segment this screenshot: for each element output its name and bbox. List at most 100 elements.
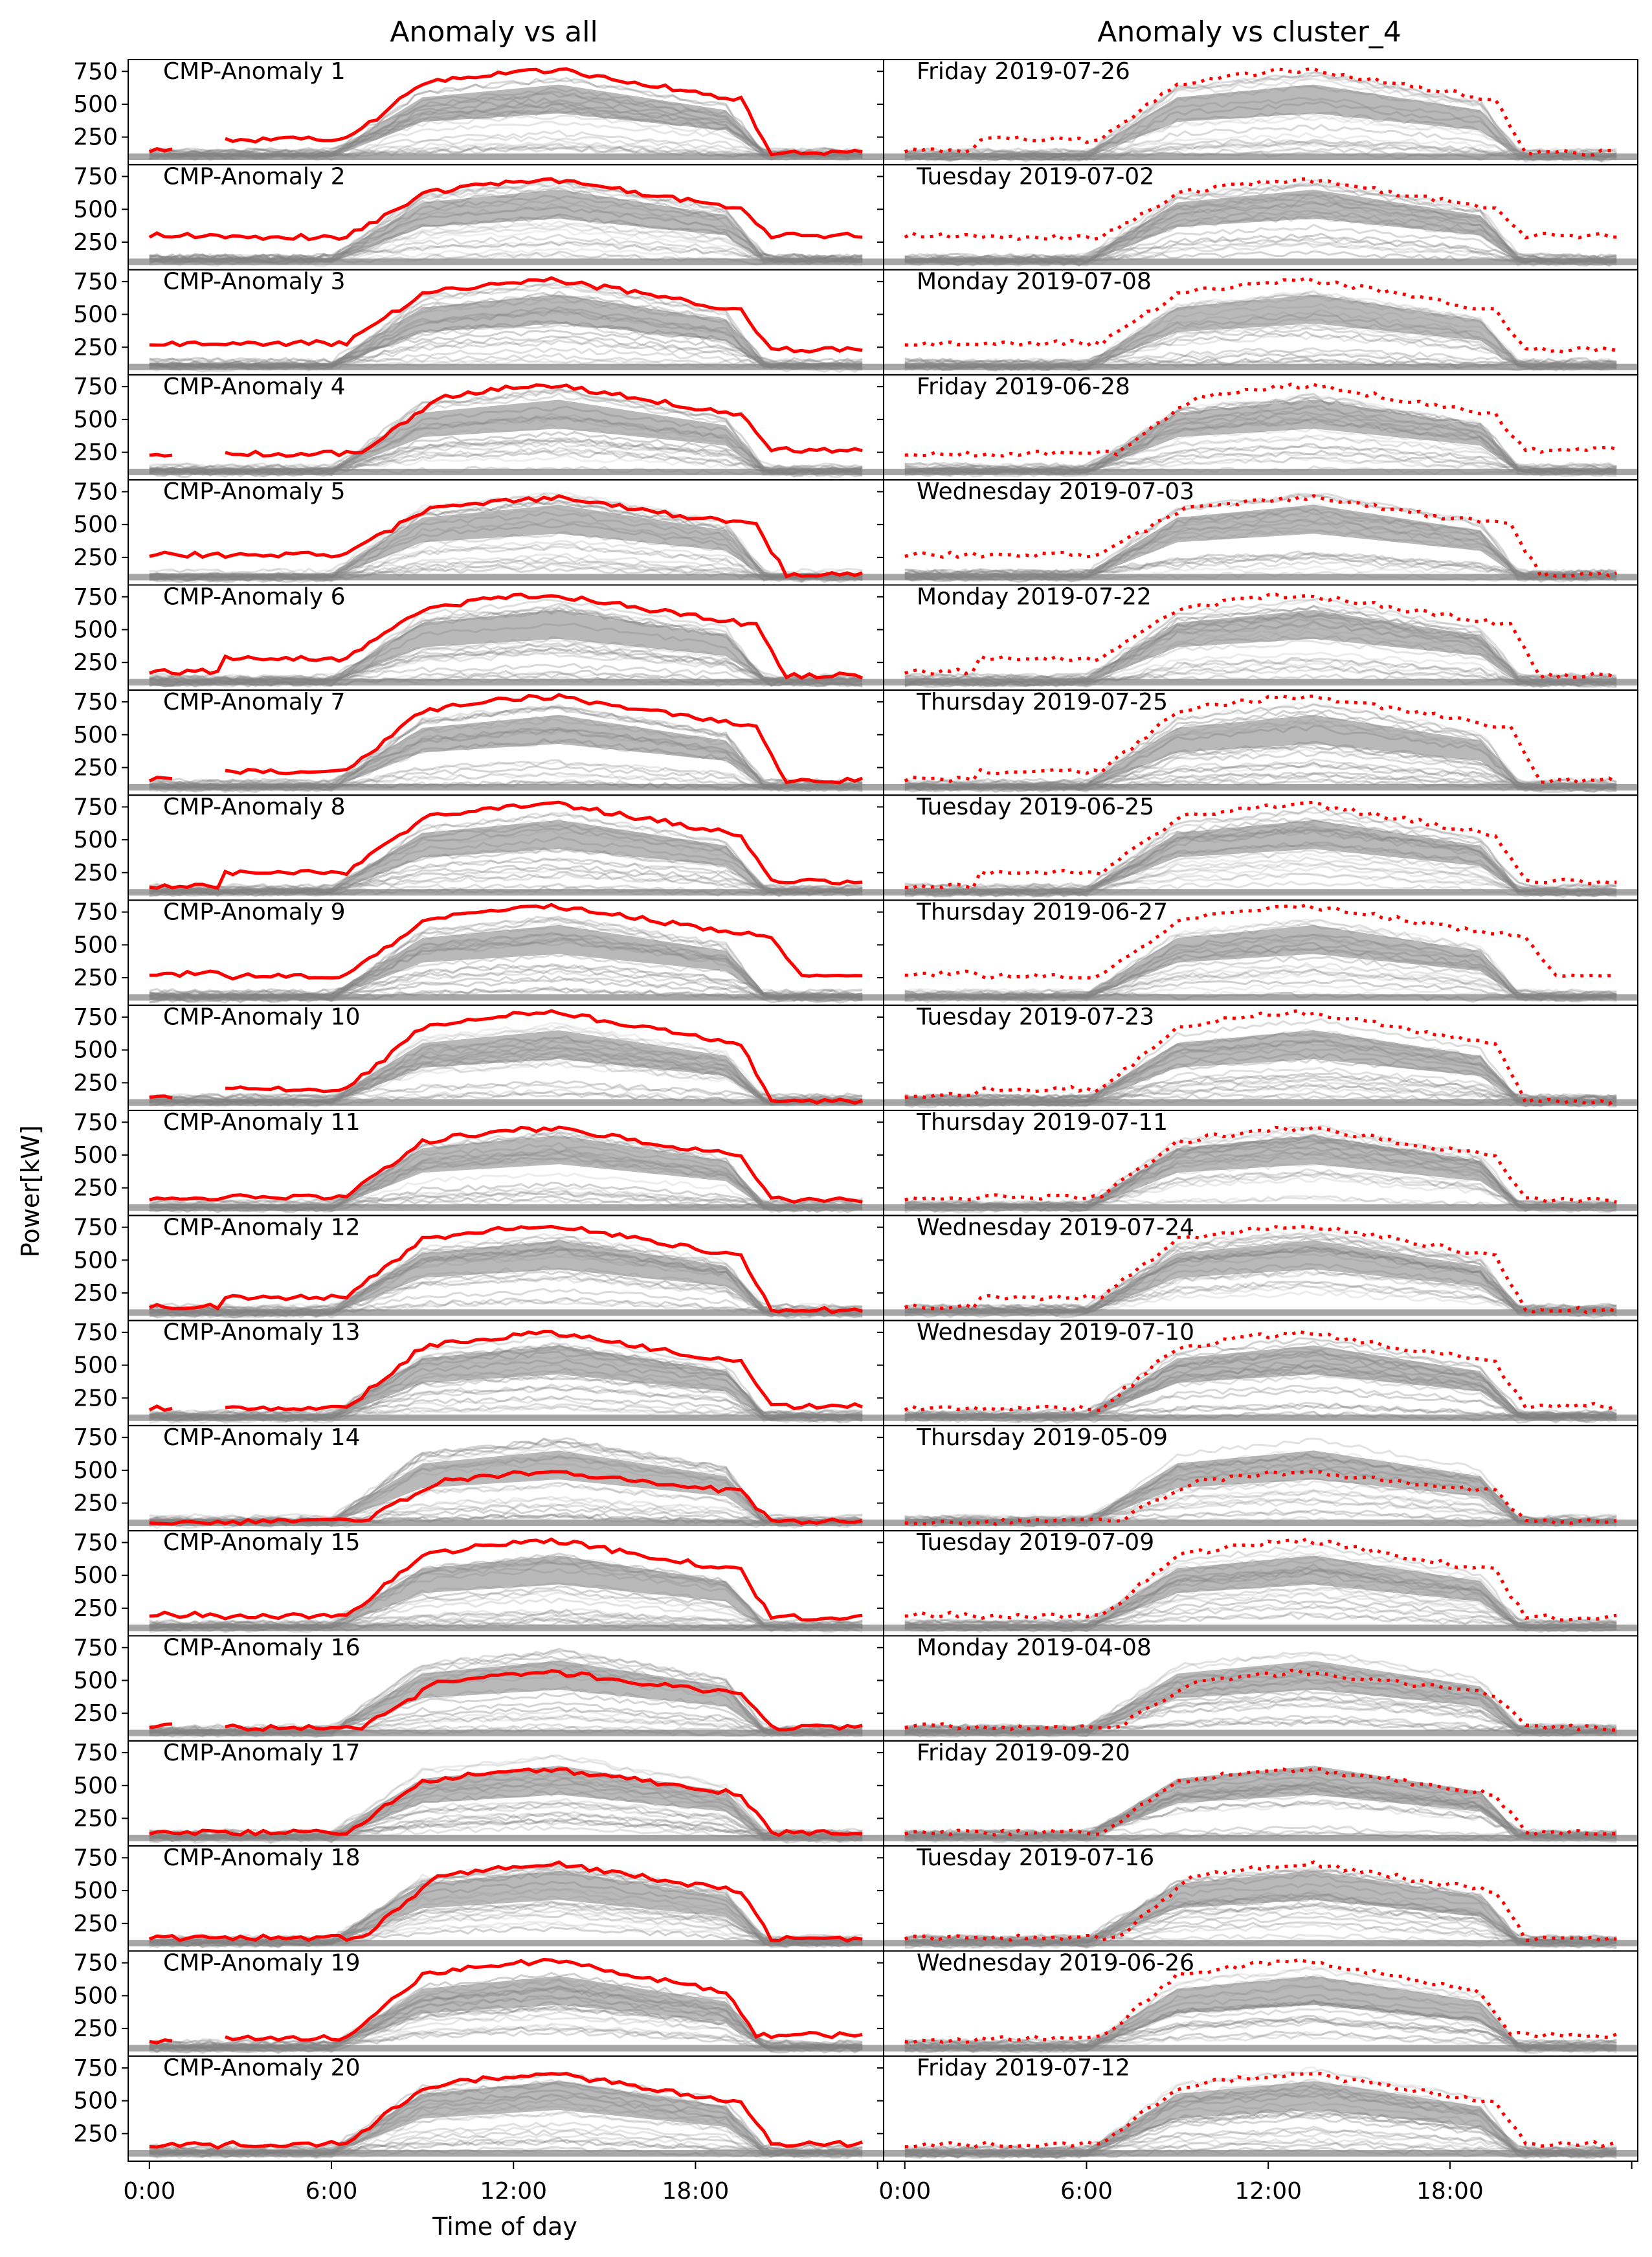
y-tick-label: 500 xyxy=(73,1247,118,1274)
y-tick-label: 250 xyxy=(73,1805,118,1832)
plot-area xyxy=(128,276,884,374)
anomaly-series xyxy=(148,67,863,157)
background-series xyxy=(904,2139,1617,2152)
date-label: Wednesday 2019-07-10 xyxy=(917,1319,1194,1346)
plot-area xyxy=(128,592,884,688)
background-series xyxy=(904,872,1617,891)
panel-r19-c2: Wednesday 2019-06-26 xyxy=(877,1949,1638,2057)
anomaly-series xyxy=(904,494,1618,579)
anomaly-label: CMP-Anomaly 4 xyxy=(163,374,346,400)
panel-r5-c2: Wednesday 2019-07-03 xyxy=(877,478,1638,586)
anomaly-series xyxy=(148,1329,864,1412)
background-band xyxy=(904,189,1617,263)
anomaly-label: CMP-Anomaly 20 xyxy=(163,2055,360,2082)
plot-area xyxy=(128,1329,884,1424)
background-series xyxy=(904,552,1617,577)
anomaly-series xyxy=(149,494,864,579)
y-tick-label: 500 xyxy=(73,1878,118,1904)
background-series xyxy=(904,701,1617,786)
y-tick-label: 750 xyxy=(73,1529,118,1556)
background-series xyxy=(149,866,863,891)
background-series xyxy=(904,1591,1617,1627)
background-band xyxy=(149,1030,863,1103)
anomaly-label: CMP-Anomaly 12 xyxy=(163,1214,360,1241)
panel-r18-c2: Tuesday 2019-07-16 xyxy=(877,1845,1638,1952)
anomaly-series xyxy=(148,592,864,680)
background-series xyxy=(149,1608,863,1629)
y-tick-label: 500 xyxy=(73,1773,118,1799)
y-tick-label: 750 xyxy=(73,1845,118,1871)
background-series xyxy=(149,293,863,365)
background-series xyxy=(149,1185,863,1206)
anomaly-series xyxy=(149,383,863,458)
plot-area xyxy=(128,800,884,898)
y-tick-label: 250 xyxy=(73,440,118,466)
y-tick-label: 500 xyxy=(73,1982,118,2009)
background-series xyxy=(904,71,1617,155)
plot-area xyxy=(128,693,884,794)
plot-area xyxy=(884,67,1638,163)
background-series xyxy=(904,1489,1618,1522)
anomaly-series xyxy=(904,1537,1617,1622)
y-tick-label: 750 xyxy=(73,164,118,190)
background-series xyxy=(149,705,863,785)
background-series xyxy=(149,77,863,155)
background-series xyxy=(904,673,1617,686)
anomaly-label: CMP-Anomaly 2 xyxy=(163,163,346,190)
panel-r11-c2: Thursday 2019-07-11 xyxy=(877,1109,1638,1217)
background-band xyxy=(149,1766,863,1839)
y-tick-label: 750 xyxy=(73,584,118,611)
plot-area xyxy=(884,382,1638,478)
background-series xyxy=(904,1825,1617,1836)
background-band xyxy=(149,715,863,788)
anomaly-series xyxy=(904,1009,1618,1106)
background-series xyxy=(904,2014,1617,2046)
plot-area xyxy=(884,694,1638,794)
panel-r15-c1: 250 500 750 CMP-Anomaly 15 xyxy=(73,1529,884,1637)
x-tick-label: 12:00 xyxy=(480,2178,547,2205)
anomaly-series xyxy=(149,800,863,890)
background-series xyxy=(904,750,1617,794)
x-tick-label: 12:00 xyxy=(1234,2178,1302,2205)
panel-r16-c2: Monday 2019-04-08 xyxy=(877,1635,1638,1742)
background-series xyxy=(904,493,1617,576)
anomaly-series xyxy=(149,1470,863,1526)
panel-r13-c1: 250 500 750 CMP-Anomaly 13 xyxy=(73,1319,884,1426)
anomaly-label: CMP-Anomaly 14 xyxy=(163,1424,360,1451)
background-band xyxy=(149,1135,863,1209)
background-series xyxy=(904,434,1617,470)
date-label: Friday 2019-06-28 xyxy=(917,374,1130,400)
plot-area xyxy=(884,177,1638,267)
plot-area xyxy=(884,1329,1638,1424)
date-label: Thursday 2019-06-27 xyxy=(916,899,1168,925)
anomaly-label: CMP-Anomaly 5 xyxy=(163,478,346,505)
y-tick-label: 500 xyxy=(73,1667,118,1694)
y-tick-label: 750 xyxy=(73,374,118,400)
y-tick-label: 250 xyxy=(73,1911,118,1937)
y-tick-label: 500 xyxy=(73,827,118,853)
background-series xyxy=(149,1080,863,1100)
background-band xyxy=(904,504,1617,578)
plot-area xyxy=(128,1754,884,1845)
date-label: Friday 2019-07-12 xyxy=(917,2055,1130,2082)
anomaly-label: CMP-Anomaly 1 xyxy=(163,58,346,85)
plot-area xyxy=(128,1009,884,1108)
background-series xyxy=(904,2017,1617,2047)
background-band xyxy=(149,1555,863,1629)
date-label: Tuesday 2019-07-02 xyxy=(916,163,1154,190)
background-series xyxy=(904,559,1617,576)
panel-r13-c2: Wednesday 2019-07-10 xyxy=(877,1319,1638,1426)
y-tick-label: 750 xyxy=(73,1319,118,1346)
background-series xyxy=(149,500,863,575)
background-series xyxy=(149,1189,863,1205)
anomaly-series xyxy=(904,1125,1617,1204)
background-band xyxy=(904,399,1617,473)
background-series xyxy=(904,456,1617,470)
anomaly-series xyxy=(904,1958,1618,2045)
background-series xyxy=(904,1604,1617,1626)
background-series xyxy=(149,388,863,472)
y-tick-label: 500 xyxy=(73,302,118,328)
y-tick-label: 500 xyxy=(73,196,118,223)
anomaly-series xyxy=(149,1957,863,2045)
anomaly-series xyxy=(904,1860,1617,1943)
